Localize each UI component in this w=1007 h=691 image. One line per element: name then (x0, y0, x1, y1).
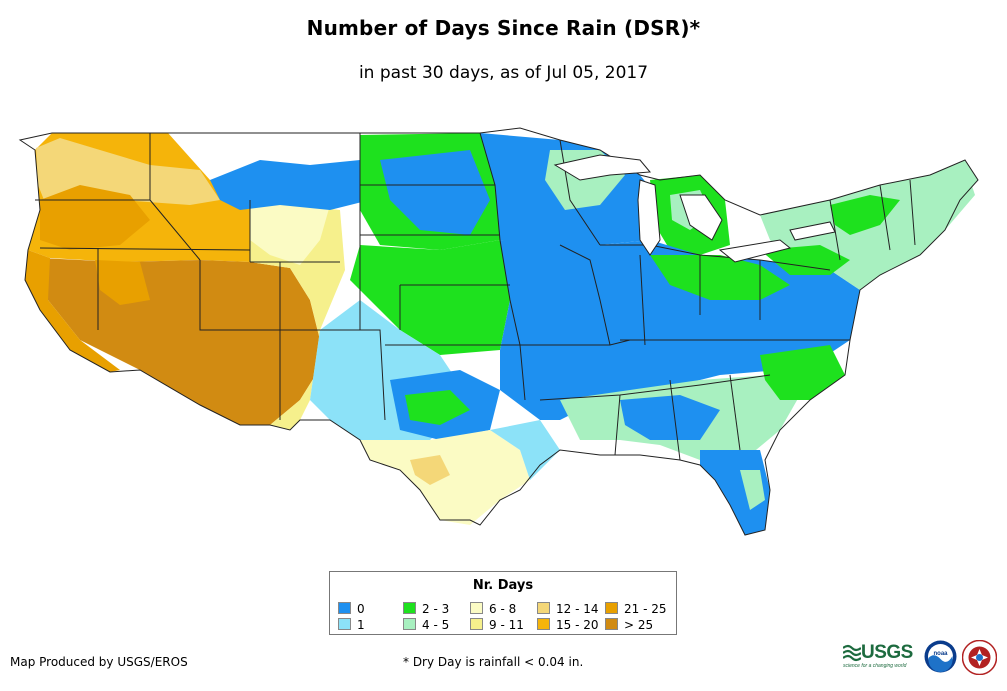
usgs-wordmark: USGS (861, 642, 913, 663)
legend-label-12-14: 12 - 14 (556, 602, 599, 616)
legend-swatch-2-3 (403, 602, 416, 614)
map-title: Number of Days Since Rain (DSR)* (306, 16, 701, 40)
region-ohio-green (650, 255, 790, 300)
legend-swatch-15-20 (537, 618, 550, 630)
region-kentucky-blue (620, 310, 790, 345)
legend-box: Nr. Days 0 1 2 - 3 4 - 5 6 - 8 9 - 11 12… (329, 571, 677, 635)
map-credit: Map Produced by USGS/EROS (10, 655, 188, 669)
legend-item-21-25: 21 - 25 (605, 602, 667, 616)
legend-item-6-8: 6 - 8 (470, 602, 516, 616)
lake-michigan (637, 179, 661, 256)
region-northwest-orange (40, 185, 150, 250)
legend-label-6-8: 6 - 8 (489, 602, 517, 616)
usgs-tagline: science for a changing world (843, 663, 907, 669)
legend-swatch-6-8 (470, 602, 483, 614)
region-carolinas-green (760, 345, 845, 400)
region-rockies-yellow (250, 200, 345, 430)
legend-label-21-25: 21 - 25 (624, 602, 667, 616)
legend-label-0: 0 (357, 602, 365, 616)
region-ny-green (760, 245, 850, 275)
legend-item-15-20: 15 - 20 (537, 618, 599, 632)
legend-label-1: 1 (357, 618, 365, 632)
legend-item-0: 0 (338, 602, 365, 616)
legend-swatch-1 (338, 618, 351, 630)
region-southwest-very-dry (40, 258, 325, 425)
region-nevada-patch (95, 260, 150, 305)
noaa-emblem-icon: noaa (924, 640, 957, 673)
legend-item-4-5: 4 - 5 (403, 618, 449, 632)
dry-day-footnote: * Dry Day is rainfall < 0.04 in. (403, 655, 584, 669)
legend-swatch-gt-25 (605, 618, 618, 630)
region-florida-green (740, 470, 765, 510)
legend-label-15-20: 15 - 20 (556, 618, 599, 632)
region-montana-blue (210, 160, 370, 210)
legend-swatch-0 (338, 602, 351, 614)
region-dakotas-blue (380, 150, 490, 235)
legend-label-9-11: 9 - 11 (489, 618, 524, 632)
legend-swatch-9-11 (470, 618, 483, 630)
lake-huron (679, 194, 723, 241)
lake-superior (553, 154, 652, 181)
region-texas-coast-blue (490, 420, 560, 480)
region-newengland-green (830, 195, 900, 235)
state-boundaries (18, 127, 979, 536)
legend-item-gt-25: > 25 (605, 618, 653, 632)
legend-label-2-3: 2 - 3 (422, 602, 450, 616)
region-plains-green (350, 240, 510, 355)
region-california-coast (25, 250, 120, 372)
legend-label-4-5: 4 - 5 (422, 618, 450, 632)
legend-swatch-12-14 (537, 602, 550, 614)
legend-item-9-11: 9 - 11 (470, 618, 524, 632)
legend-swatch-4-5 (403, 618, 416, 630)
lake-ontario (789, 221, 836, 241)
noaa-text: noaa (933, 651, 948, 657)
region-maine (928, 160, 978, 215)
region-texas-orange (410, 455, 450, 485)
region-southeast-blue (620, 395, 720, 440)
region-rockies-pale (250, 195, 330, 265)
legend-item-12-14: 12 - 14 (537, 602, 599, 616)
map-subtitle: in past 30 days, as of Jul 05, 2017 (358, 63, 649, 83)
legend-item-2-3: 2 - 3 (403, 602, 449, 616)
legend-label-gt-25: > 25 (624, 618, 654, 632)
legend-title: Nr. Days (472, 578, 534, 593)
legend-item-1: 1 (338, 618, 365, 632)
usgs-logo-icon: USGS science for a changing world (843, 642, 923, 669)
region-oklahoma-green (405, 390, 470, 425)
usgs-wave-icon (843, 644, 861, 662)
lake-erie (718, 239, 792, 263)
nws-emblem-icon (961, 639, 998, 676)
noaa-logo-icon: noaa (924, 640, 957, 673)
nws-logo-icon (961, 639, 998, 676)
legend-swatch-21-25 (605, 602, 618, 614)
